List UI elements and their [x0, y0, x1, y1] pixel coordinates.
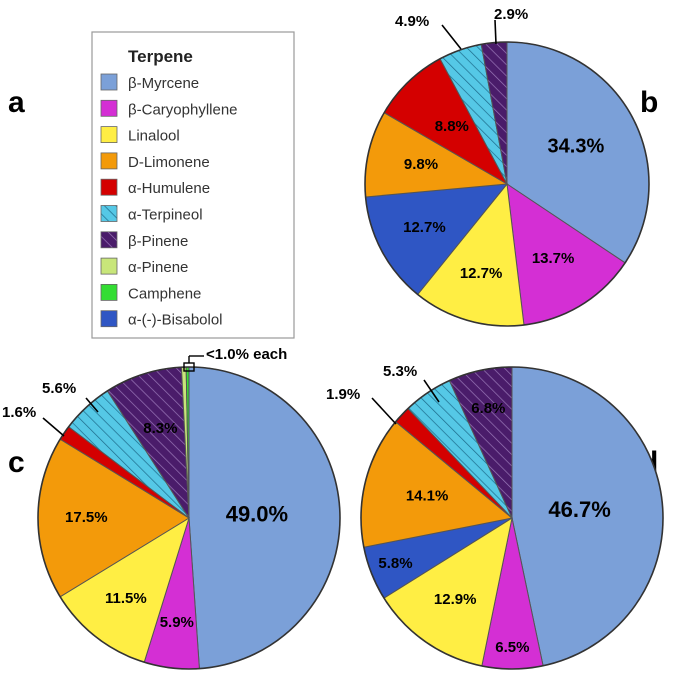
pie-b-label-linalool: 12.7%	[460, 265, 503, 282]
legend-label-alpha-terpineol: α-Terpineol	[128, 207, 203, 224]
pie-d-label-alpha-humulene: 1.9%	[326, 386, 360, 403]
panel-letter-b: b	[640, 86, 658, 119]
pie-d-label-d-limonene: 14.1%	[406, 487, 449, 504]
legend: Terpene β-Myrcene β-Caryophyllene Linalool…	[91, 31, 295, 339]
pie-b-label-beta-pinene-leader	[494, 19, 497, 45]
pie-d-label-alpha-terpineol-leader	[423, 379, 440, 403]
legend-label-beta-myrcene: β-Myrcene	[128, 75, 199, 92]
pie-c-label-beta-pinene: 8.3%	[143, 420, 177, 437]
pie-d-label-beta-myrcene: 46.7%	[548, 497, 610, 522]
pie-c-label-d-limonene: 17.5%	[65, 509, 108, 526]
legend-swatch-beta-pinene	[100, 231, 118, 249]
legend-swatch-d-limonene	[100, 152, 118, 170]
legend-swatch-alpha-bisabolol	[100, 310, 118, 328]
pie-chart-c: 49.0% 5.9% 11.5% 17.5% 1.6% 5.6% 8.3% <1.0% eac…	[2, 346, 341, 670]
pie-d-outline	[360, 366, 664, 670]
pie-c-group-annotation: <1.0% each	[206, 346, 287, 363]
pie-chart-d: 46.7% 6.5% 12.9% 5.8% 14.1% 1.9% 5.3% 6.8%	[326, 363, 664, 670]
pie-d-label-beta-pinene: 6.8%	[471, 400, 505, 417]
legend-label-camphene: Camphene	[128, 285, 201, 302]
legend-label-alpha-bisabolol: α-(-)-Bisabolol	[128, 312, 223, 329]
pie-chart-b: 34.3% 13.7% 12.7% 12.7% 9.8% 8.8% 4.9% 2.9%	[364, 6, 650, 327]
legend-swatch-alpha-pinene	[100, 257, 118, 275]
pie-c-label-alpha-humulene: 1.6%	[2, 404, 36, 421]
pie-d-label-alpha-bisabolol: 5.8%	[378, 555, 412, 572]
pie-b-label-alpha-terpineol-leader	[441, 24, 462, 50]
pie-b-label-alpha-bisabolol: 12.7%	[403, 219, 446, 236]
legend-label-d-limonene: D-Limonene	[128, 154, 210, 171]
legend-label-linalool: Linalool	[128, 128, 180, 145]
pie-d-label-beta-caryophyllene: 6.5%	[495, 639, 529, 656]
legend-swatch-alpha-humulene	[100, 178, 118, 196]
pie-c-label-alpha-terpineol-leader	[85, 397, 99, 413]
pie-b-label-alpha-terpineol: 4.9%	[395, 13, 429, 30]
legend-swatch-camphene	[100, 283, 118, 301]
pie-b-label-d-limonene: 9.8%	[404, 156, 438, 173]
pie-c-label-alpha-humulene-leader	[42, 417, 65, 437]
legend-swatch-beta-caryophyllene	[100, 99, 118, 117]
pie-c-label-alpha-terpineol: 5.6%	[42, 380, 76, 397]
legend-swatch-alpha-terpineol	[100, 205, 118, 222]
panel-letter-c: c	[8, 446, 25, 479]
pie-b-label-alpha-humulene: 8.8%	[435, 118, 469, 135]
legend-title: Terpene	[128, 47, 193, 66]
pie-c-label-beta-myrcene: 49.0%	[226, 502, 288, 527]
legend-swatch-linalool	[100, 126, 118, 143]
pie-c-label-linalool: 11.5%	[105, 590, 147, 607]
legend-label-alpha-humulene: α-Humulene	[128, 180, 210, 197]
legend-label-alpha-pinene: α-Pinene	[128, 259, 188, 276]
pie-c-outline	[37, 366, 341, 670]
legend-frame	[91, 31, 295, 339]
panel-letter-a: a	[8, 86, 25, 119]
legend-label-beta-caryophyllene: β-Caryophyllene	[128, 101, 238, 118]
pie-b-outline	[364, 41, 650, 327]
pie-d-label-alpha-terpineol: 5.3%	[383, 363, 417, 380]
pie-b-label-beta-caryophyllene: 13.7%	[532, 250, 575, 267]
pie-c-label-beta-caryophyllene: 5.9%	[160, 614, 194, 631]
pie-d-label-linalool: 12.9%	[434, 591, 477, 608]
pie-b-label-beta-myrcene: 34.3%	[548, 135, 605, 157]
legend-label-beta-pinene: β-Pinene	[128, 233, 188, 250]
pie-d-label-alpha-humulene-leader	[371, 397, 397, 425]
legend-swatch-beta-myrcene	[100, 73, 118, 91]
pie-b-label-beta-pinene: 2.9%	[494, 6, 528, 23]
